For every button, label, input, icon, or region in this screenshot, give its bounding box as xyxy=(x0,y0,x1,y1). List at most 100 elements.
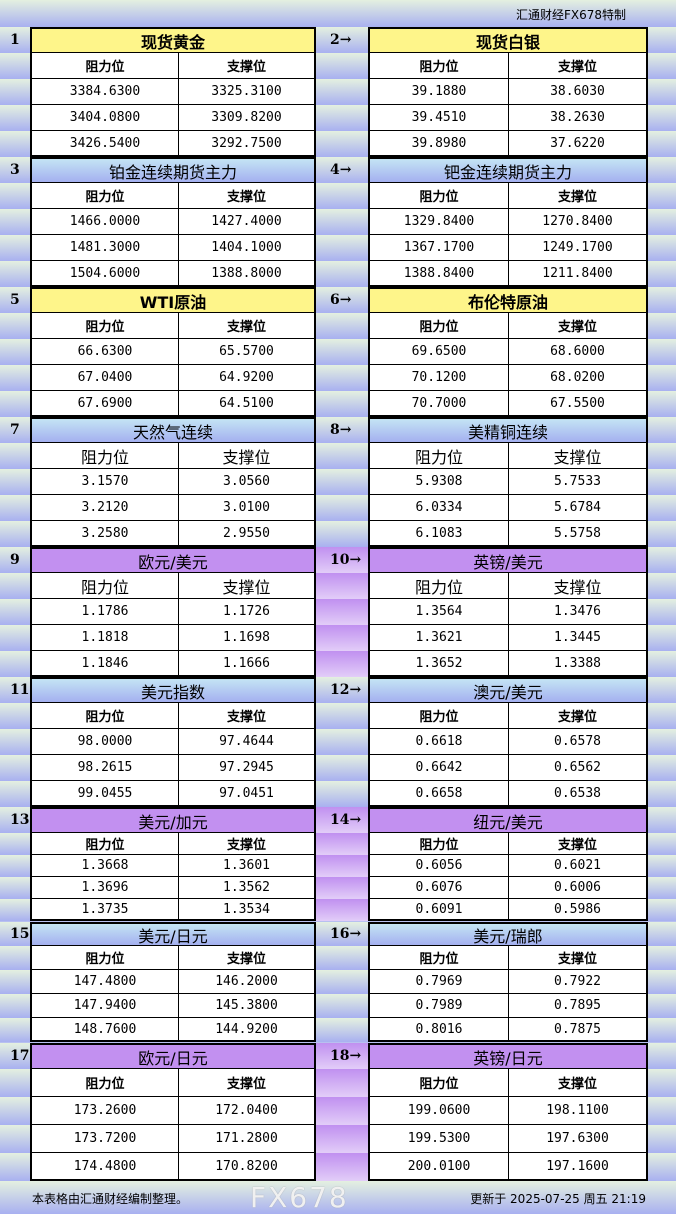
update-time: 更新于 2025-07-25 周五 21:19 xyxy=(470,1192,646,1206)
resistance-value: 0.6658 xyxy=(370,781,508,807)
instrument-title: 美元/日元 xyxy=(30,922,316,946)
resistance-value: 1.3735 xyxy=(32,899,178,921)
support-value: 145.3800 xyxy=(178,994,314,1018)
resistance-value: 1504.6000 xyxy=(32,261,178,287)
resistance-header: 阻力位 xyxy=(32,183,178,209)
resistance-value: 98.0000 xyxy=(32,729,178,755)
resistance-value: 3384.6300 xyxy=(32,79,178,105)
support-value: 144.9200 xyxy=(178,1018,314,1042)
resistance-value: 39.4510 xyxy=(370,105,508,131)
quote-table xyxy=(30,287,316,417)
support-header: 支撑位 xyxy=(178,183,314,209)
resistance-value: 0.7989 xyxy=(370,994,508,1018)
quote-table xyxy=(30,27,316,157)
middle-gutter xyxy=(316,807,368,833)
quote-table xyxy=(30,677,316,807)
middle-gutter xyxy=(316,625,368,651)
block-number: 11 xyxy=(10,682,30,698)
support-header: 支撑位 xyxy=(508,53,646,79)
resistance-value: 3404.0800 xyxy=(32,105,178,131)
resistance-value: 0.6056 xyxy=(370,855,508,877)
instrument-title: 纽元/美元 xyxy=(368,807,648,833)
support-value: 64.5100 xyxy=(178,391,314,417)
resistance-value: 6.1083 xyxy=(370,521,508,547)
support-value: 3292.7500 xyxy=(178,131,314,157)
resistance-value: 1367.1700 xyxy=(370,235,508,261)
support-value: 1249.1700 xyxy=(508,235,646,261)
support-value: 1.1666 xyxy=(178,651,314,677)
block-number: 16→ xyxy=(330,926,362,942)
support-value: 68.6000 xyxy=(508,339,646,365)
resistance-value: 3.2120 xyxy=(32,495,178,521)
resistance-value: 0.8016 xyxy=(370,1018,508,1042)
support-header: 支撑位 xyxy=(178,313,314,339)
block-number: 7 xyxy=(10,422,20,438)
middle-gutter xyxy=(316,1043,368,1069)
support-header: 支撑位 xyxy=(508,573,646,599)
support-value: 65.5700 xyxy=(178,339,314,365)
resistance-value: 174.4800 xyxy=(32,1153,178,1181)
resistance-value: 3.1570 xyxy=(32,469,178,495)
support-value: 197.6300 xyxy=(508,1125,646,1153)
resistance-value: 99.0455 xyxy=(32,781,178,807)
resistance-value: 6.0334 xyxy=(370,495,508,521)
block-number: 2→ xyxy=(330,32,352,48)
resistance-value: 0.6618 xyxy=(370,729,508,755)
support-header: 支撑位 xyxy=(508,833,646,855)
support-value: 0.7875 xyxy=(508,1018,646,1042)
support-value: 1.1726 xyxy=(178,599,314,625)
support-value: 1.3476 xyxy=(508,599,646,625)
support-value: 1.3534 xyxy=(178,899,314,921)
instrument-title: WTI原油 xyxy=(30,287,316,313)
support-value: 97.0451 xyxy=(178,781,314,807)
support-value: 1388.8000 xyxy=(178,261,314,287)
instrument-title: 天然气连续 xyxy=(30,417,316,443)
resistance-value: 173.7200 xyxy=(32,1125,178,1153)
support-header: 支撑位 xyxy=(508,946,646,970)
support-value: 1.1698 xyxy=(178,625,314,651)
resistance-value: 173.2600 xyxy=(32,1097,178,1125)
support-value: 3309.8200 xyxy=(178,105,314,131)
support-value: 5.7533 xyxy=(508,469,646,495)
support-header: 支撑位 xyxy=(508,443,646,469)
resistance-value: 3.2580 xyxy=(32,521,178,547)
support-value: 0.6006 xyxy=(508,877,646,899)
block-number: 17 xyxy=(10,1048,30,1064)
support-value: 5.6784 xyxy=(508,495,646,521)
instrument-title: 澳元/美元 xyxy=(368,677,648,703)
middle-gutter xyxy=(316,651,368,677)
support-value: 3.0100 xyxy=(178,495,314,521)
support-header: 支撑位 xyxy=(178,53,314,79)
quote-table xyxy=(368,157,648,287)
resistance-value: 1.1786 xyxy=(32,599,178,625)
instrument-title: 欧元/美元 xyxy=(30,547,316,573)
support-value: 1404.1000 xyxy=(178,235,314,261)
block-number: 6→ xyxy=(330,292,352,308)
credit-text: 汇通财经FX678特制 xyxy=(515,8,626,22)
resistance-header: 阻力位 xyxy=(32,443,178,469)
support-header: 支撑位 xyxy=(508,1069,646,1097)
quote-table xyxy=(30,157,316,287)
resistance-value: 0.6076 xyxy=(370,877,508,899)
support-value: 171.2800 xyxy=(178,1125,314,1153)
support-value: 0.7895 xyxy=(508,994,646,1018)
support-header: 支撑位 xyxy=(178,443,314,469)
quote-table xyxy=(30,807,316,921)
resistance-value: 1.1818 xyxy=(32,625,178,651)
resistance-header: 阻力位 xyxy=(370,53,508,79)
resistance-value: 1.3652 xyxy=(370,651,508,677)
instrument-title: 欧元/日元 xyxy=(30,1043,316,1069)
support-value: 0.6562 xyxy=(508,755,646,781)
resistance-value: 1.1846 xyxy=(32,651,178,677)
resistance-value: 69.6500 xyxy=(370,339,508,365)
resistance-value: 3426.5400 xyxy=(32,131,178,157)
support-value: 1211.8400 xyxy=(508,261,646,287)
resistance-value: 1329.8400 xyxy=(370,209,508,235)
middle-gutter xyxy=(316,1153,368,1181)
support-header: 支撑位 xyxy=(178,1069,314,1097)
support-value: 67.5500 xyxy=(508,391,646,417)
instrument-title: 现货白银 xyxy=(368,27,648,53)
middle-gutter xyxy=(316,1097,368,1125)
top-banner xyxy=(0,0,676,27)
resistance-header: 阻力位 xyxy=(370,313,508,339)
